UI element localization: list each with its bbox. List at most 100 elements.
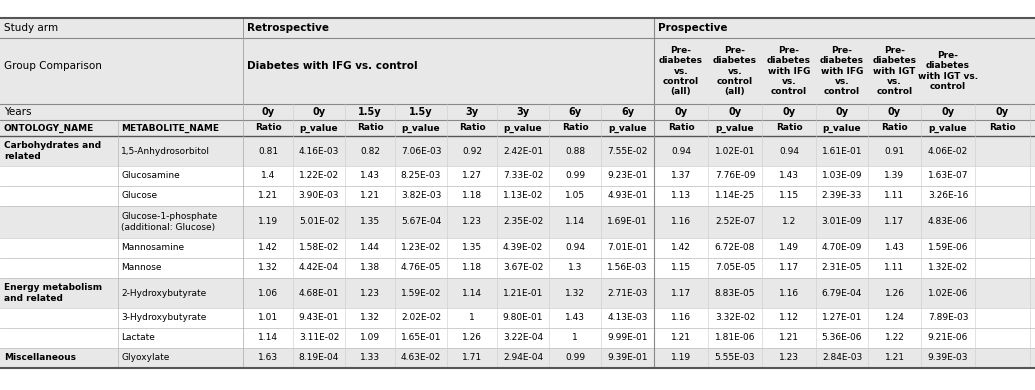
Text: 1.65E-01: 1.65E-01: [401, 333, 441, 342]
Text: 2.39E-33: 2.39E-33: [822, 191, 862, 200]
Text: 7.05E-05: 7.05E-05: [715, 264, 756, 273]
Text: 1.42: 1.42: [671, 243, 691, 252]
Text: 1.14E-25: 1.14E-25: [715, 191, 756, 200]
Text: Ratio: Ratio: [562, 124, 588, 133]
Text: 1.35: 1.35: [462, 243, 482, 252]
Text: 7.01E-01: 7.01E-01: [608, 243, 648, 252]
Text: 3.67E-02: 3.67E-02: [503, 264, 543, 273]
Text: Diabetes with IFG vs. control: Diabetes with IFG vs. control: [247, 61, 418, 71]
Bar: [0, 348, 1035, 368]
Text: Mannosamine: Mannosamine: [121, 243, 184, 252]
Text: 6y: 6y: [621, 107, 634, 117]
Text: 1.21: 1.21: [258, 191, 278, 200]
Text: 3.01E-09: 3.01E-09: [822, 218, 862, 227]
Text: 1.43: 1.43: [885, 243, 905, 252]
Text: 1.18: 1.18: [462, 264, 482, 273]
Text: Years: Years: [4, 107, 31, 117]
Text: 4.83E-06: 4.83E-06: [927, 218, 968, 227]
Text: 1.32: 1.32: [360, 314, 380, 323]
Text: 1.38: 1.38: [360, 264, 380, 273]
Text: 1.35: 1.35: [360, 218, 380, 227]
Text: 1.3: 1.3: [568, 264, 582, 273]
Text: 1.42: 1.42: [258, 243, 278, 252]
Text: 1.26: 1.26: [462, 333, 482, 342]
Text: 3.22E-04: 3.22E-04: [503, 333, 543, 342]
Text: 1.21: 1.21: [671, 333, 691, 342]
Text: p_value: p_value: [504, 123, 542, 133]
Text: 1.02E-06: 1.02E-06: [927, 289, 968, 298]
Text: 7.76E-09: 7.76E-09: [715, 172, 756, 181]
Text: 4.63E-02: 4.63E-02: [401, 353, 441, 362]
Bar: [0, 166, 1035, 186]
Text: 0y: 0y: [313, 107, 326, 117]
Text: 6.72E-08: 6.72E-08: [715, 243, 756, 252]
Text: 1.32E-02: 1.32E-02: [927, 264, 968, 273]
Text: 1.5y: 1.5y: [409, 107, 433, 117]
Text: 1,5-Anhydrosorbitol: 1,5-Anhydrosorbitol: [121, 147, 210, 156]
Text: 1.15: 1.15: [671, 264, 691, 273]
Text: 1.23: 1.23: [360, 289, 380, 298]
Text: 1.2: 1.2: [781, 218, 796, 227]
Text: 4.68E-01: 4.68E-01: [299, 289, 339, 298]
Text: 7.55E-02: 7.55E-02: [608, 147, 648, 156]
Text: 1.56E-03: 1.56E-03: [608, 264, 648, 273]
Text: 8.25E-03: 8.25E-03: [401, 172, 441, 181]
Text: p_value: p_value: [823, 123, 861, 133]
Text: 0y: 0y: [262, 107, 274, 117]
Text: 0y: 0y: [996, 107, 1009, 117]
Text: 1.5y: 1.5y: [358, 107, 382, 117]
Text: 4.06E-02: 4.06E-02: [927, 147, 968, 156]
Text: 1.81E-06: 1.81E-06: [715, 333, 756, 342]
Bar: [0, 18, 1035, 38]
Text: 1.4: 1.4: [261, 172, 275, 181]
Text: 1.17: 1.17: [885, 218, 905, 227]
Text: 3.90E-03: 3.90E-03: [299, 191, 339, 200]
Bar: [0, 136, 1035, 166]
Bar: [0, 308, 1035, 328]
Bar: [0, 104, 1035, 120]
Text: 9.39E-03: 9.39E-03: [927, 353, 969, 362]
Text: 4.39E-02: 4.39E-02: [503, 243, 543, 252]
Text: 1.43: 1.43: [360, 172, 380, 181]
Text: 1.02E-01: 1.02E-01: [715, 147, 756, 156]
Text: 1.44: 1.44: [360, 243, 380, 252]
Text: Ratio: Ratio: [668, 124, 694, 133]
Text: 1.14: 1.14: [462, 289, 482, 298]
Text: 3.11E-02: 3.11E-02: [299, 333, 339, 342]
Text: Carbohydrates and
related: Carbohydrates and related: [4, 141, 101, 161]
Text: 2.94E-04: 2.94E-04: [503, 353, 543, 362]
Text: 1.18: 1.18: [462, 191, 482, 200]
Text: 1.06: 1.06: [258, 289, 278, 298]
Text: 5.67E-04: 5.67E-04: [401, 218, 441, 227]
Text: 1.03E-09: 1.03E-09: [822, 172, 862, 181]
Text: 1.14: 1.14: [565, 218, 585, 227]
Text: Glyoxylate: Glyoxylate: [121, 353, 170, 362]
Text: Ratio: Ratio: [459, 124, 485, 133]
Text: Pre-
diabetes
with IFG
vs.
control: Pre- diabetes with IFG vs. control: [767, 46, 811, 96]
Text: 6.79E-04: 6.79E-04: [822, 289, 862, 298]
Text: 0.92: 0.92: [462, 147, 482, 156]
Text: 0.91: 0.91: [885, 147, 905, 156]
Text: 6y: 6y: [568, 107, 582, 117]
Text: 7.33E-02: 7.33E-02: [503, 172, 543, 181]
Text: 0y: 0y: [782, 107, 796, 117]
Text: 9.99E-01: 9.99E-01: [608, 333, 648, 342]
Text: 3y: 3y: [466, 107, 478, 117]
Text: 0.81: 0.81: [258, 147, 278, 156]
Text: 2.71E-03: 2.71E-03: [608, 289, 648, 298]
Text: p_value: p_value: [715, 123, 755, 133]
Text: 9.23E-01: 9.23E-01: [608, 172, 648, 181]
Text: 1.21: 1.21: [885, 353, 905, 362]
Text: Lactate: Lactate: [121, 333, 155, 342]
Text: 1.01: 1.01: [258, 314, 278, 323]
Text: 0.94: 0.94: [565, 243, 585, 252]
Text: 1.43: 1.43: [565, 314, 585, 323]
Text: 9.43E-01: 9.43E-01: [299, 314, 339, 323]
Text: 1.23: 1.23: [462, 218, 482, 227]
Text: Pre-
diabetes
with IGT vs.
control: Pre- diabetes with IGT vs. control: [918, 51, 978, 90]
Text: 0y: 0y: [835, 107, 849, 117]
Text: 9.21E-06: 9.21E-06: [927, 333, 968, 342]
Text: Glucosamine: Glucosamine: [121, 172, 180, 181]
Text: 3-Hydroxybutyrate: 3-Hydroxybutyrate: [121, 314, 206, 323]
Text: Miscellaneous: Miscellaneous: [4, 353, 76, 362]
